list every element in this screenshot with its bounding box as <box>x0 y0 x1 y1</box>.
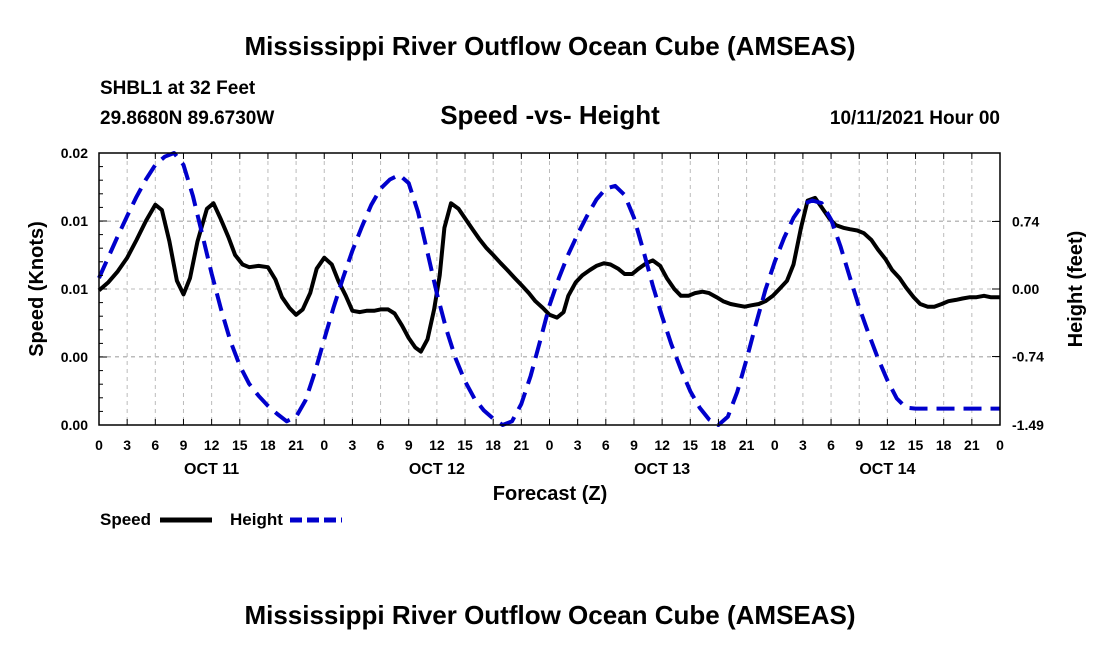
grid-lines <box>99 153 1000 425</box>
y-left-tick-label: 0.00 <box>61 349 88 365</box>
x-tick-label: 21 <box>288 437 304 453</box>
station-label: SHBL1 at 32 Feet <box>100 78 256 99</box>
x-tick-label: 3 <box>574 437 582 453</box>
x-tick-label: 18 <box>711 437 727 453</box>
x-tick-label: 18 <box>260 437 276 453</box>
y-axis-label-right: Height (feet) <box>1065 231 1087 348</box>
tick-labels: 0 3 6 9 12 15 18 21 0 3 6 9 12 15 18 21 0 3 6 9 12 15 18 21 0 3 6 9… <box>61 145 1044 478</box>
x-tick-label: 18 <box>936 437 952 453</box>
x-tick-label: 0 <box>320 437 328 453</box>
x-tick-label: 12 <box>429 437 445 453</box>
chart-title-top: Mississippi River Outflow Ocean Cube (AM… <box>244 31 855 61</box>
y-left-tick-label: 0.00 <box>61 417 88 433</box>
x-tick-label: 9 <box>180 437 188 453</box>
y-left-tick-label: 0.01 <box>61 213 88 229</box>
forecast-datetime: 10/11/2021 Hour 00 <box>830 108 1000 129</box>
y-axis-label-left: Speed (Knots) <box>26 221 48 357</box>
x-tick-label: 0 <box>771 437 779 453</box>
y-right-tick-label: -0.74 <box>1012 349 1044 365</box>
day-label: OCT 11 <box>184 461 239 478</box>
series-layer <box>97 151 1000 427</box>
chart-subtitle: Speed -vs- Height <box>440 100 660 130</box>
day-label: OCT 12 <box>409 461 465 478</box>
chart-title-bottom: Mississippi River Outflow Ocean Cube (AM… <box>244 600 855 630</box>
y-right-tick-label: -1.49 <box>1012 417 1044 433</box>
legend-speed-label: Speed <box>100 510 151 529</box>
y-left-tick-label: 0.02 <box>61 145 88 161</box>
x-tick-label: 6 <box>151 437 159 453</box>
x-tick-label: 6 <box>377 437 385 453</box>
x-tick-label: 15 <box>682 437 698 453</box>
x-tick-label: 21 <box>964 437 980 453</box>
x-tick-label: 15 <box>232 437 248 453</box>
series-line-height <box>97 151 1000 427</box>
x-tick-label: 21 <box>514 437 530 453</box>
x-axis-label: Forecast (Z) <box>493 483 607 505</box>
x-tick-label: 12 <box>204 437 220 453</box>
x-tick-label: 15 <box>457 437 473 453</box>
x-tick-label: 3 <box>799 437 807 453</box>
x-tick-label: 15 <box>908 437 924 453</box>
series-line-speed <box>97 195 1000 354</box>
day-label: OCT 14 <box>859 461 915 478</box>
x-tick-label: 0 <box>546 437 554 453</box>
legend: Speed Height <box>100 510 342 529</box>
x-tick-label: 21 <box>739 437 755 453</box>
y-left-tick-label: 0.01 <box>61 281 88 297</box>
x-tick-label: 6 <box>602 437 610 453</box>
x-tick-label: 3 <box>123 437 131 453</box>
x-tick-label: 9 <box>405 437 413 453</box>
x-tick-label: 18 <box>485 437 501 453</box>
tick-marks <box>98 152 1001 426</box>
x-tick-label: 3 <box>349 437 357 453</box>
x-tick-label: 0 <box>996 437 1004 453</box>
legend-height-label: Height <box>230 510 283 529</box>
x-tick-label: 9 <box>855 437 863 453</box>
y-right-tick-label: 0.00 <box>1012 281 1039 297</box>
x-tick-label: 6 <box>827 437 835 453</box>
x-tick-label: 12 <box>880 437 896 453</box>
x-tick-label: 9 <box>630 437 638 453</box>
y-right-tick-label: 0.74 <box>1012 213 1039 229</box>
day-label: OCT 13 <box>634 461 690 478</box>
location-label: 29.8680N 89.6730W <box>100 108 274 129</box>
x-tick-label: 12 <box>654 437 670 453</box>
x-tick-label: 0 <box>95 437 103 453</box>
